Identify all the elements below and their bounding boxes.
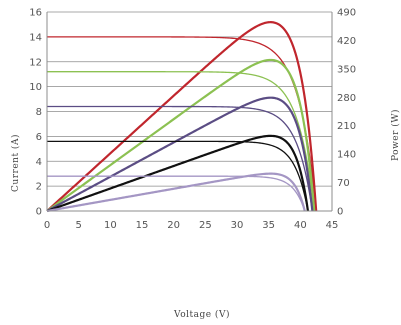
iv-curve-1: [47, 36, 317, 212]
y2-tick-label: 490: [337, 8, 356, 19]
x-tick-label: 25: [199, 220, 212, 231]
y2-tick-label: 280: [337, 93, 356, 104]
power-curve-5: [46, 172, 306, 213]
y-tick-label: 2: [36, 182, 42, 193]
x-tick-label: 5: [75, 220, 81, 231]
iv-curve-2: [47, 71, 315, 212]
power-curve-2: [46, 58, 316, 212]
iv-curve-4: [47, 140, 309, 212]
x-tick-label: 35: [262, 220, 275, 231]
x-tick-label: 10: [104, 220, 117, 231]
x-axis-title: Voltage (V): [173, 309, 230, 320]
y-tick-label: 0: [36, 207, 42, 218]
y2-tick-label: 350: [337, 64, 356, 75]
curves: [46, 21, 318, 213]
y2-tick-label: 420: [337, 36, 356, 47]
x-tick-label: 30: [231, 220, 244, 231]
y-tick-label: 4: [36, 157, 42, 168]
x-tick-label: 45: [326, 220, 339, 231]
y-axis-title: Current (A): [10, 134, 21, 192]
y2-tick-label: 140: [337, 150, 356, 161]
y-tick-label: 10: [29, 82, 42, 93]
x-tick-label: 40: [294, 220, 307, 231]
axes: [46, 12, 333, 212]
tick-labels: 0 5 10 15 20 25 30 35 40 45 0 2 4 6 8 10 12 14 16 0 70 140 210…: [29, 8, 356, 232]
y-tick-label: 6: [36, 132, 42, 143]
y-tick-label: 16: [29, 8, 42, 19]
iv-curve-3: [46, 105, 314, 212]
y-tick-label: 8: [36, 107, 42, 118]
y2-axis-title: Power (W): [390, 109, 401, 161]
y-tick-label: 14: [29, 32, 42, 43]
x-tick-label: 0: [44, 220, 50, 231]
power-curve-3: [46, 96, 314, 212]
x-tick-label: 15: [136, 220, 149, 231]
y2-tick-label: 70: [337, 178, 350, 189]
y2-tick-label: 0: [337, 207, 343, 218]
iv-curve-5: [47, 175, 306, 212]
y2-tick-label: 210: [337, 121, 356, 132]
x-tick-label: 20: [167, 220, 180, 231]
power-curve-1: [46, 21, 318, 212]
y-tick-label: 12: [29, 57, 42, 68]
power-curve-4: [46, 134, 310, 213]
